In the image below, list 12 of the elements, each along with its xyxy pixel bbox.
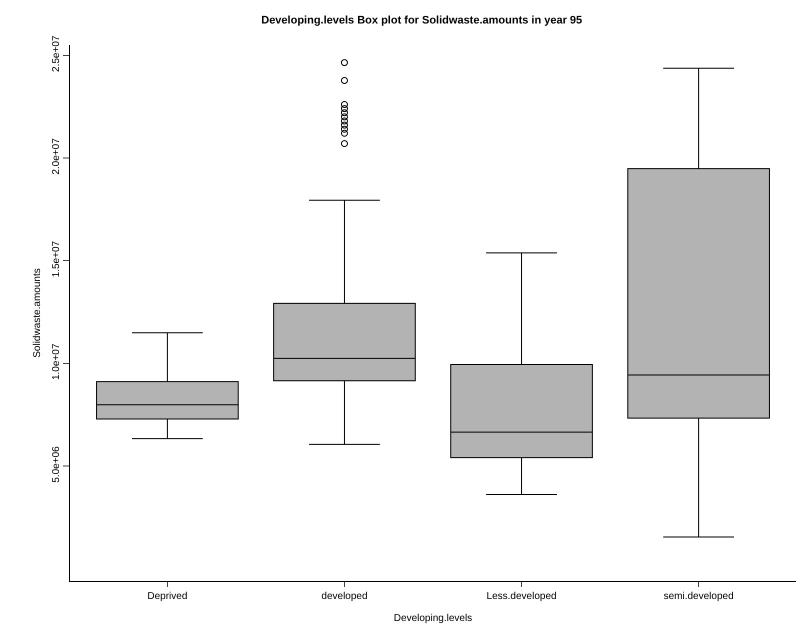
y-tick-label: 1.0e+07 [51, 343, 62, 380]
chart-title: Developing.levels Box plot for Solidwaste.amounts in year 95 [261, 14, 582, 26]
x-tick-label: developed [321, 591, 368, 602]
y-tick-label: 1.5e+07 [51, 240, 62, 278]
y-tick-label: 5.0e+06 [51, 446, 62, 483]
y-tick-label: 2.5e+07 [51, 35, 62, 72]
x-axis-title: Developing.levels [394, 613, 472, 624]
y-tick-label: 2.0e+07 [51, 138, 62, 175]
x-tick-label: semi.developed [664, 591, 734, 602]
x-tick-label: Less.developed [486, 591, 557, 602]
y-axis-title: Solidwaste.amounts [32, 268, 43, 358]
x-tick-label: Deprived [147, 591, 188, 602]
